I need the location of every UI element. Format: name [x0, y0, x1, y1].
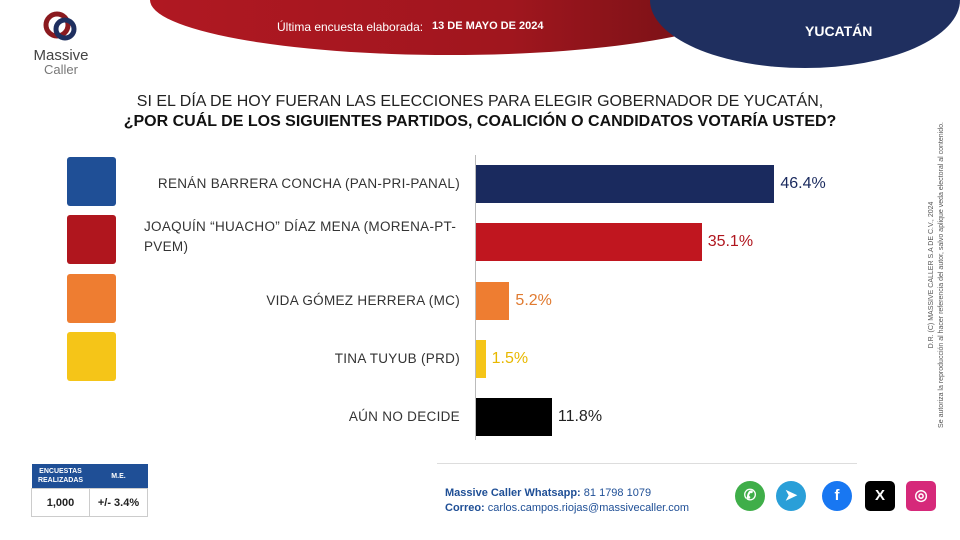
margin-of-error: +/- 3.4%	[89, 488, 148, 517]
bar	[476, 282, 510, 320]
bar-label: TINA TUYUB (PRD)	[334, 351, 460, 366]
value-label: 46.4%	[780, 175, 826, 192]
value-label: 35.1%	[707, 233, 754, 250]
copyright-note: D.R. (C) MASSIVE CALLER S.A DE C.V., 202…	[927, 105, 947, 445]
value-label: 1.5%	[491, 350, 529, 367]
instagram-icon[interactable]: ◎	[906, 481, 936, 511]
bar	[476, 398, 552, 436]
party-logo-0	[67, 157, 116, 206]
bar-label: AÚN NO DECIDE	[348, 409, 460, 424]
logo-text-2: Caller	[44, 62, 78, 77]
value-label: 5.2%	[515, 292, 552, 309]
bar	[476, 340, 486, 378]
massive-caller-logo: Massive Caller	[30, 10, 92, 76]
chart-axis	[475, 155, 476, 440]
telegram-icon[interactable]: ➤	[776, 481, 806, 511]
party-logo-3	[67, 332, 116, 381]
bar	[476, 223, 702, 261]
logo-icon	[43, 11, 77, 41]
email-label: Correo:	[445, 502, 485, 514]
bar-label: JOAQUÍN “HUACHO” DÍAZ MENA (MORENA-PT-PV…	[144, 219, 457, 254]
whatsapp-label: Massive Caller Whatsapp:	[445, 487, 581, 499]
party-logo-1	[67, 215, 116, 264]
stats-header-margin: M.E.	[89, 464, 148, 489]
whatsapp-icon[interactable]: ✆	[735, 481, 765, 511]
x-icon[interactable]: X	[865, 481, 895, 511]
question-line-2: ¿POR CUÁL DE LOS SIGUIENTES PARTIDOS, CO…	[123, 113, 837, 130]
party-logo-2	[67, 274, 116, 323]
surveys-count: 1,000	[31, 488, 90, 517]
logo-text-1: Massive	[33, 47, 89, 64]
copyright-line-1: D.R. (C) MASSIVE CALLER S.A DE C.V., 202…	[928, 201, 935, 349]
facebook-icon[interactable]: f	[822, 481, 852, 511]
email-link[interactable]: carlos.campos.riojas@massivecaller.com	[487, 502, 690, 514]
bar-label: RENÁN BARRERA CONCHA (PAN-PRI-PANAL)	[157, 176, 460, 191]
bar	[476, 165, 775, 203]
divider	[437, 463, 857, 464]
whatsapp-number: 81 1798 1079	[583, 487, 652, 499]
question-line-1: SI EL DÍA DE HOY FUERAN LAS ELECCIONES P…	[136, 93, 824, 110]
survey-date: 13 DE MAYO DE 2024	[432, 20, 544, 32]
copyright-line-2: Se autoriza la reproducción al hacer ref…	[938, 122, 945, 428]
bar-label: VIDA GÓMEZ HERRERA (MC)	[266, 293, 460, 308]
value-label: 11.8%	[557, 408, 603, 425]
stats-header-surveys: ENCUESTAS REALIZADAS	[31, 464, 90, 489]
contact-info: Massive Caller Whatsapp: 81 1798 1079 Co…	[445, 486, 689, 516]
stats-table: ENCUESTAS REALIZADAS M.E. 1,000 +/- 3.4%	[31, 464, 148, 517]
survey-label: Última encuesta elaborada:	[277, 20, 424, 34]
region: YUCATÁN	[805, 23, 873, 39]
question: SI EL DÍA DE HOY FUERAN LAS ELECCIONES P…	[0, 92, 960, 132]
